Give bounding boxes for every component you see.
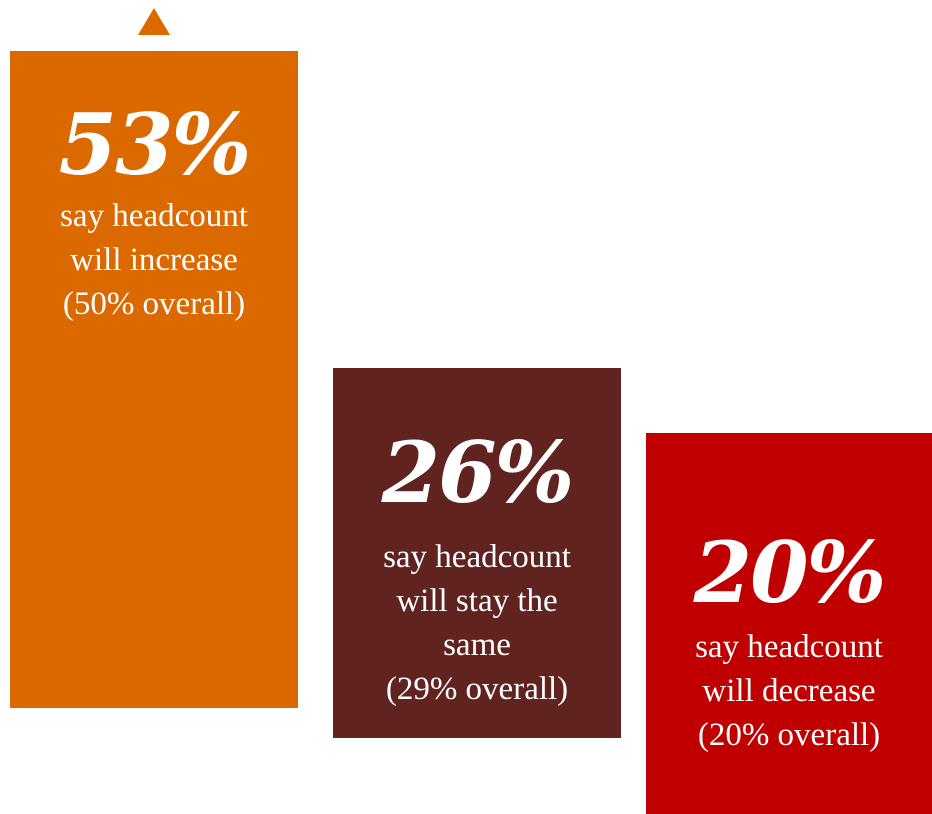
description-line: will stay the	[396, 583, 558, 619]
description-line: (29% overall)	[385, 671, 569, 707]
value-label-increase: 53%	[58, 95, 252, 194]
description-decrease: say headcount will decrease (20% overall…	[646, 625, 932, 757]
value-label-decrease: 20%	[693, 523, 887, 622]
bar-stay-same: 26% say headcount will stay the same (29…	[333, 368, 621, 738]
description-increase: say headcount will increase (50% overall…	[10, 194, 298, 326]
description-line: (20% overall)	[697, 717, 881, 753]
description-line: (50% overall)	[62, 286, 246, 322]
description-line: say headcount	[695, 629, 883, 665]
bar-decrease: 20% say headcount will decrease (20% ove…	[646, 433, 932, 814]
description-line: say headcount	[60, 198, 248, 234]
description-line: will decrease	[702, 673, 876, 709]
bar-increase: 53% say headcount will increase (50% ove…	[10, 51, 298, 708]
description-line: will increase	[70, 242, 238, 278]
description-line: same	[443, 627, 511, 663]
description-line: say headcount	[383, 539, 571, 575]
value-label-stay-same: 26%	[381, 423, 575, 522]
up-arrow-icon	[138, 8, 170, 35]
description-stay-same: say headcount will stay the same (29% ov…	[333, 535, 621, 711]
